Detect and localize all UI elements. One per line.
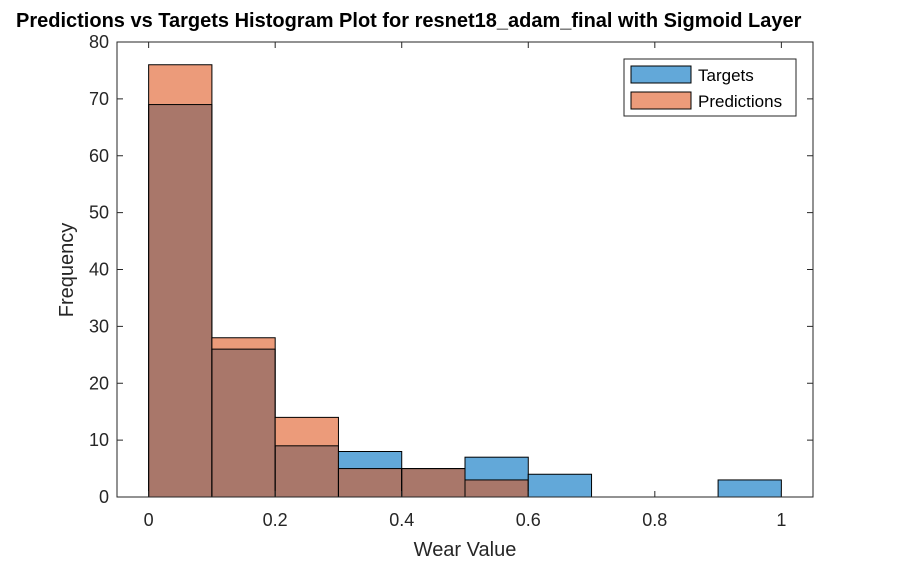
bar-predictions-bin-0 <box>148 64 212 105</box>
bar-overlap-bin-2 <box>275 445 339 497</box>
bar-targets-bin-6 <box>528 474 592 497</box>
legend-label-predictions: Predictions <box>698 92 782 111</box>
x-tick-label: 0.6 <box>516 510 541 530</box>
y-tick-label: 40 <box>89 260 109 280</box>
y-axis-ticks: 0 10 20 30 40 50 60 70 80 <box>89 32 813 507</box>
bar-overlap-bin-0 <box>148 104 212 497</box>
y-tick-label: 70 <box>89 89 109 109</box>
bar-targets-bin-3 <box>338 451 402 469</box>
x-tick-label: 0.8 <box>642 510 667 530</box>
x-tick-label: 0.2 <box>263 510 288 530</box>
y-tick-label: 50 <box>89 203 109 223</box>
bar-overlap-bin-1 <box>211 349 276 497</box>
x-axis-ticks: 0 0.2 0.4 0.6 0.8 1 <box>144 42 786 530</box>
y-tick-label: 80 <box>89 32 109 52</box>
bar-overlap-bin-5 <box>465 479 529 497</box>
bar-targets-bin-5 <box>465 457 529 480</box>
y-tick-label: 20 <box>89 373 109 393</box>
bar-predictions-bin-1 <box>211 337 276 350</box>
bar-targets-bin-9 <box>718 479 782 497</box>
y-axis-label: Frequency <box>56 223 78 318</box>
x-tick-label: 1 <box>776 510 786 530</box>
bars-group <box>148 64 782 498</box>
y-tick-label: 0 <box>99 487 109 507</box>
legend-label-targets: Targets <box>698 66 754 85</box>
y-tick-label: 30 <box>89 316 109 336</box>
y-tick-label: 60 <box>89 146 109 166</box>
legend: Targets Predictions <box>623 58 797 117</box>
bar-predictions-bin-2 <box>275 417 339 446</box>
bar-overlap-bin-3 <box>338 468 402 497</box>
y-tick-label: 10 <box>89 430 109 450</box>
x-axis-label: Wear Value <box>414 539 517 561</box>
x-tick-label: 0 <box>144 510 154 530</box>
legend-swatch-predictions <box>630 91 692 110</box>
chart-title: Predictions vs Targets Histogram Plot fo… <box>16 10 802 32</box>
plot-frame <box>116 41 814 498</box>
bar-overlap-bin-4 <box>401 468 465 497</box>
x-tick-label: 0.4 <box>389 510 414 530</box>
legend-swatch-targets <box>630 65 692 84</box>
